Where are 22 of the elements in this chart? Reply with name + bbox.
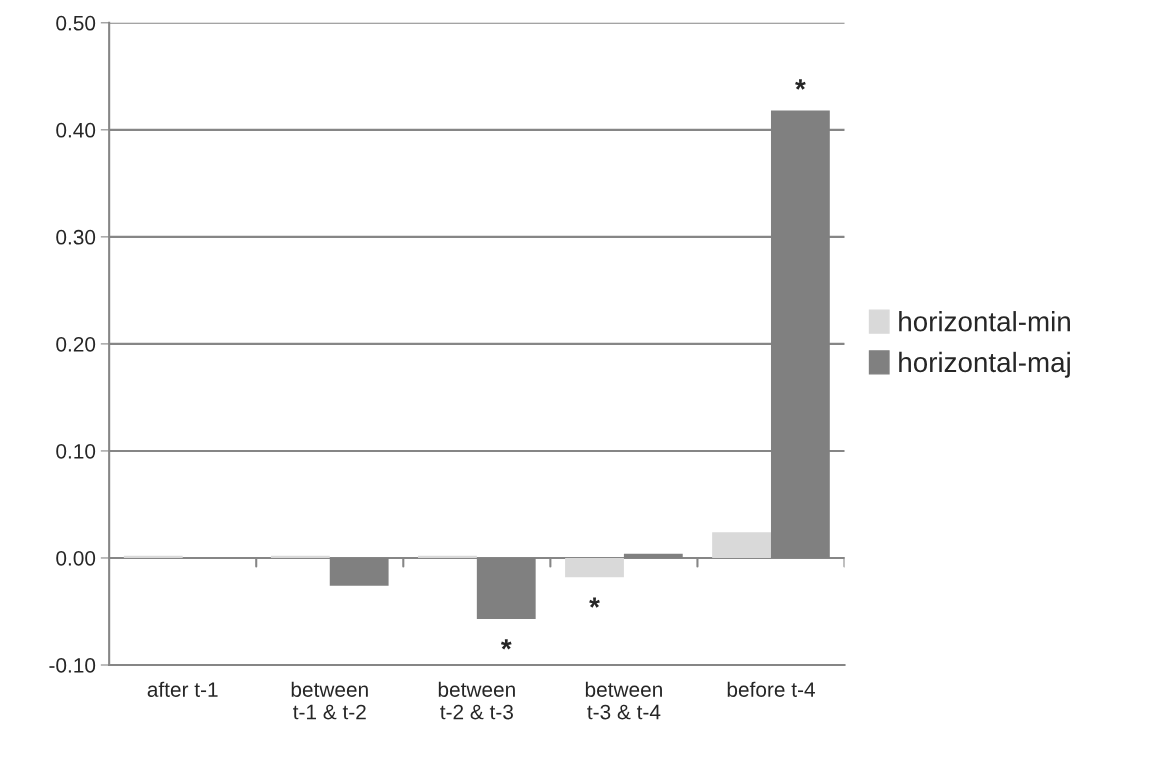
x-tick-label: between t-1 & t-2: [291, 681, 368, 720]
y-tick-label: 0.20: [56, 336, 96, 352]
annotation: *: [500, 639, 512, 650]
y-tick-label: 0.40: [56, 122, 96, 138]
legend-label: horizontal-min: [899, 311, 1070, 332]
y-tick-label: 0.50: [56, 15, 96, 31]
annotation: *: [795, 79, 806, 90]
bar: [418, 555, 477, 558]
legend-label: horizontal-maj: [899, 351, 1070, 378]
x-tick-label: between t-2 & t-3: [438, 681, 515, 720]
bar: [712, 532, 771, 558]
x-tick-label: before t-4: [727, 681, 815, 697]
bar: [123, 555, 183, 558]
x-tick-label: after t-1: [147, 681, 218, 697]
bar: [270, 555, 330, 558]
x-tick-label: between t-3 & t-4: [585, 681, 662, 720]
bar: [565, 557, 624, 578]
y-tick-label: 0.00: [56, 550, 96, 566]
annotation: *: [589, 597, 600, 608]
y-tick-label: 0.10: [56, 443, 96, 459]
y-tick-label: -0.10: [49, 658, 96, 673]
y-tick-label: 0.30: [56, 229, 96, 245]
